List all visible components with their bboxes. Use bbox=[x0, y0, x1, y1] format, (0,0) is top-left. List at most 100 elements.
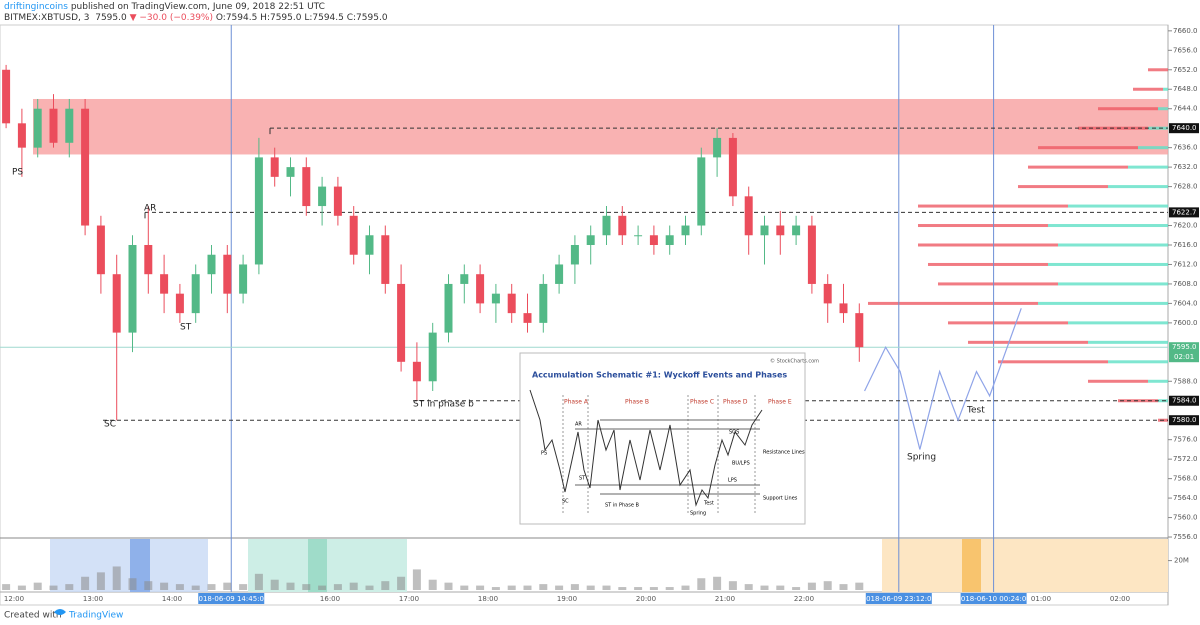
profile-down bbox=[1038, 146, 1138, 150]
profile-up bbox=[1048, 262, 1168, 266]
time-marker-box bbox=[198, 593, 265, 604]
candle-body bbox=[207, 254, 216, 275]
inset-label: PS bbox=[541, 451, 547, 457]
inset-label: ST bbox=[579, 476, 586, 482]
candle-body bbox=[839, 303, 848, 314]
y-tick-label: 7588.0 bbox=[1173, 377, 1198, 385]
phase-label: Phase E bbox=[768, 399, 792, 406]
volume-bar bbox=[570, 584, 579, 590]
candle-body bbox=[428, 332, 437, 382]
x-tick-label: 12:00 bbox=[4, 595, 24, 603]
candle-body bbox=[223, 254, 232, 294]
candle-body bbox=[776, 225, 785, 236]
volume-bar bbox=[634, 587, 643, 590]
inset-credit: © StockCharts.com bbox=[770, 358, 819, 365]
candle-body bbox=[160, 274, 169, 294]
profile-down bbox=[1133, 87, 1163, 91]
price-label: 7640.0 bbox=[1172, 124, 1197, 132]
y-tick-label: 7660.0 bbox=[1173, 27, 1198, 35]
candle-body bbox=[444, 283, 453, 333]
candle-body bbox=[665, 235, 674, 245]
volume-bar bbox=[96, 572, 105, 590]
y-tick-label: 7644.0 bbox=[1173, 105, 1198, 113]
time-marker-box bbox=[865, 593, 932, 604]
profile-down bbox=[948, 321, 1068, 325]
profile-up bbox=[1068, 204, 1168, 208]
logo bbox=[54, 609, 66, 615]
footer-brand[interactable]: TradingView bbox=[68, 611, 123, 621]
profile-down bbox=[938, 282, 1058, 286]
candle-body bbox=[144, 244, 153, 275]
candle-body bbox=[128, 244, 137, 333]
candle-body bbox=[286, 167, 295, 177]
volume-bar bbox=[760, 585, 769, 590]
session-shade bbox=[962, 539, 981, 592]
volume-bar bbox=[539, 584, 548, 590]
profile-down bbox=[928, 262, 1048, 266]
volume-bar bbox=[586, 585, 595, 590]
x-tick-label: 01:00 bbox=[1031, 595, 1051, 603]
annotation: ST in phase b bbox=[413, 400, 474, 410]
candle-body bbox=[270, 157, 279, 177]
inset-label: Support Lines bbox=[763, 496, 798, 502]
volume-bar bbox=[412, 569, 421, 590]
candle-body bbox=[17, 123, 26, 148]
candle-body bbox=[744, 196, 753, 236]
candle-body bbox=[460, 274, 469, 284]
profile-up bbox=[1058, 282, 1168, 286]
price-label-box bbox=[1169, 123, 1199, 134]
volume-bar bbox=[491, 587, 500, 590]
profile-up bbox=[1148, 126, 1168, 130]
candle-body bbox=[381, 235, 390, 284]
author[interactable]: driftingincoins bbox=[4, 2, 68, 12]
y-tick-label: 7652.0 bbox=[1173, 66, 1198, 74]
time-marker-label: 2018-06-09 23:12:00 bbox=[862, 595, 936, 603]
candle-body bbox=[349, 215, 358, 255]
y-tick-label: 7568.0 bbox=[1173, 475, 1198, 483]
last-price-label: 7595.0 bbox=[1172, 343, 1197, 351]
annotation: ST bbox=[180, 323, 192, 333]
volume-bar bbox=[555, 585, 564, 590]
candle-body bbox=[681, 225, 690, 236]
candle-body bbox=[539, 283, 548, 323]
y-tick-label: 7556.0 bbox=[1173, 533, 1198, 541]
candle-body bbox=[728, 137, 737, 197]
candle-body bbox=[365, 235, 374, 255]
volume-bar bbox=[2, 584, 11, 590]
published: published on TradingView.com, June 09, 2… bbox=[70, 2, 325, 12]
volume-bar bbox=[239, 584, 248, 590]
y-tick-label: 7620.0 bbox=[1173, 222, 1198, 230]
supply-zone bbox=[33, 98, 1168, 155]
candle-body bbox=[333, 186, 342, 216]
volume-bar bbox=[302, 584, 311, 590]
inset-label: Resistance Lines bbox=[763, 450, 805, 456]
volume-bar bbox=[81, 576, 90, 590]
volume-bar bbox=[792, 587, 801, 590]
volume-bar bbox=[823, 581, 832, 590]
annotation: Spring bbox=[907, 453, 936, 463]
volume-bar bbox=[602, 585, 611, 590]
volume-bar bbox=[460, 585, 469, 590]
x-tick-label: 14:00 bbox=[162, 595, 182, 603]
x-tick-label: 22:00 bbox=[794, 595, 814, 603]
candle-body bbox=[239, 264, 248, 294]
volume-bar bbox=[270, 579, 279, 590]
profile-down bbox=[868, 301, 1038, 305]
candle-body bbox=[81, 108, 90, 226]
profile-down bbox=[968, 340, 1088, 344]
volume-bar bbox=[728, 581, 737, 590]
volume-bar bbox=[697, 578, 706, 590]
volume-bar bbox=[223, 582, 232, 590]
volume-bar bbox=[160, 582, 169, 590]
volume-bar bbox=[191, 585, 200, 590]
price-label-box bbox=[1169, 395, 1199, 406]
phase-label: Phase B bbox=[625, 399, 649, 406]
y-tick-label: 7628.0 bbox=[1173, 183, 1198, 191]
y-tick-label: 7648.0 bbox=[1173, 85, 1198, 93]
volume-bar bbox=[713, 576, 722, 590]
inset: Accumulation Schematic #1: Wyckoff Event… bbox=[519, 352, 819, 525]
candle-body bbox=[2, 69, 11, 124]
volume-bar bbox=[318, 585, 327, 590]
volume-bar bbox=[665, 587, 674, 590]
